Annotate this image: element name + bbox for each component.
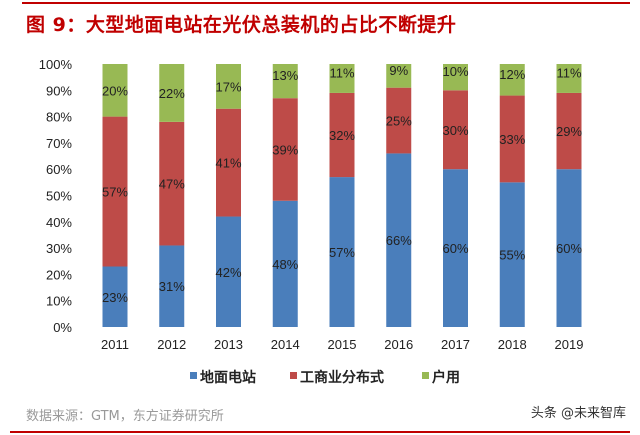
legend-label: 户用 <box>432 369 460 386</box>
bar-segment <box>556 169 582 327</box>
bar-segment <box>102 64 128 117</box>
bar-segment <box>159 64 185 122</box>
source-note: 数据来源：GTM，东方证券研究所 <box>26 409 224 424</box>
data-label: 22% <box>159 86 185 101</box>
bar-segment <box>499 64 525 96</box>
data-label: 55% <box>499 248 525 263</box>
data-label: 41% <box>215 156 241 171</box>
bar-segment <box>216 216 241 327</box>
bar-segment <box>499 95 525 183</box>
data-label: 60% <box>442 241 468 256</box>
x-tick-label: 2012 <box>157 337 186 352</box>
data-label: 20% <box>102 83 128 98</box>
bar-segment <box>556 64 582 93</box>
y-tick-label: 60% <box>46 162 72 177</box>
data-label: 11% <box>556 65 581 80</box>
data-label: 33% <box>499 132 525 147</box>
legend-swatch <box>290 372 297 379</box>
bar-segment <box>159 245 185 327</box>
bottom-rule <box>10 431 630 433</box>
data-label: 11% <box>329 65 354 80</box>
data-label: 10% <box>442 64 468 79</box>
bar-segment <box>272 64 298 99</box>
y-tick-label: 20% <box>46 267 72 282</box>
data-label: 31% <box>159 279 185 294</box>
bar-segment <box>386 64 412 88</box>
bar-segment <box>329 177 355 327</box>
bar-segment <box>329 64 355 93</box>
chart-title: 图 9：大型地面电站在光伏总装机的占比不断提升 <box>26 14 457 36</box>
bar-segment <box>216 64 241 109</box>
y-tick-label: 50% <box>46 189 72 204</box>
data-label: 48% <box>272 257 298 272</box>
data-label: 13% <box>272 68 298 83</box>
data-label: 57% <box>102 185 128 200</box>
data-label: 17% <box>215 79 241 94</box>
y-tick-label: 0% <box>53 320 72 335</box>
bar-segment <box>272 200 298 327</box>
data-label: 42% <box>215 265 241 280</box>
y-tick-label: 10% <box>46 294 72 309</box>
y-tick-label: 80% <box>46 110 72 125</box>
watermark: 头条 @未来智库 <box>530 406 626 421</box>
bar-segment <box>443 64 468 91</box>
data-label: 30% <box>442 123 468 138</box>
bar-segment <box>272 98 298 201</box>
x-tick-label: 2013 <box>214 337 243 352</box>
data-label: 29% <box>556 124 582 139</box>
x-tick-label: 2018 <box>498 337 527 352</box>
bar-segment <box>159 121 185 246</box>
y-tick-label: 90% <box>46 83 72 98</box>
y-tick-label: 30% <box>46 241 72 256</box>
top-rule <box>22 2 630 4</box>
x-tick-label: 2017 <box>441 337 470 352</box>
y-tick-label: 100% <box>39 57 73 72</box>
x-tick-label: 2015 <box>328 337 357 352</box>
bar-segment <box>102 116 128 267</box>
bar-segment <box>216 108 241 217</box>
legend-swatch <box>190 372 197 379</box>
bar-segment <box>329 92 355 178</box>
legend-label: 工商业分布式 <box>300 369 384 386</box>
data-label: 57% <box>329 245 355 260</box>
bar-segment <box>443 90 468 170</box>
data-label: 23% <box>102 290 128 305</box>
x-tick-label: 2019 <box>555 337 584 352</box>
data-label: 66% <box>386 233 412 248</box>
y-tick-label: 70% <box>46 136 72 151</box>
data-label: 60% <box>556 241 582 256</box>
bar-segment <box>386 87 412 154</box>
data-label: 9% <box>389 63 408 78</box>
legend-swatch <box>422 372 429 379</box>
legend-label: 地面电站 <box>200 369 256 386</box>
data-label: 47% <box>159 177 185 192</box>
bar-segment <box>499 182 525 327</box>
bar-segment <box>102 266 128 327</box>
x-tick-label: 2011 <box>101 337 129 352</box>
data-label: 39% <box>272 142 298 157</box>
bar-segment <box>556 92 582 170</box>
x-tick-label: 2014 <box>271 337 300 352</box>
bar-segment <box>386 153 412 327</box>
data-label: 12% <box>499 67 525 82</box>
y-tick-label: 40% <box>46 215 72 230</box>
x-tick-label: 2016 <box>384 337 413 352</box>
data-label: 25% <box>386 114 412 129</box>
bar-segment <box>443 169 468 327</box>
data-label: 32% <box>329 128 355 143</box>
